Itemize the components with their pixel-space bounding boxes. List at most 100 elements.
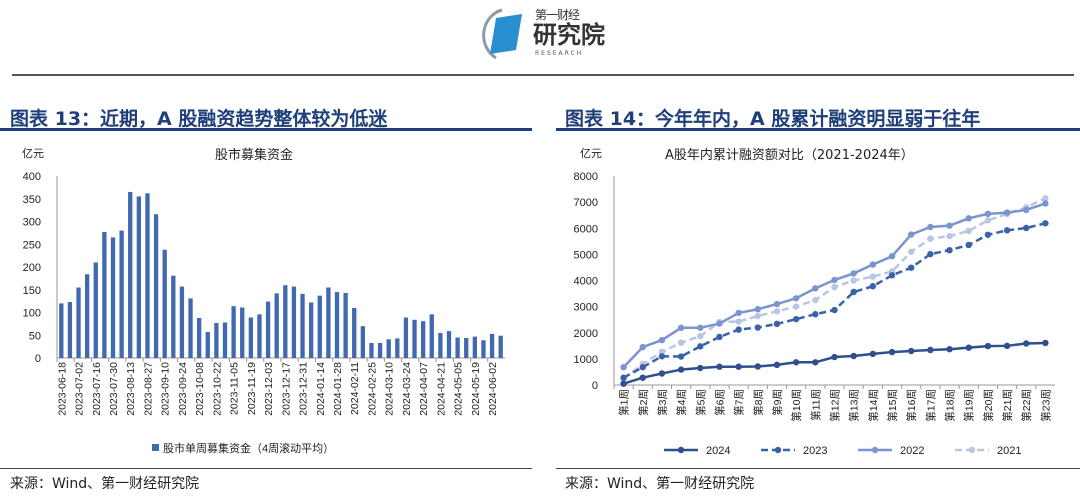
right-footer-line bbox=[556, 468, 1080, 469]
data-point-2022 bbox=[754, 306, 762, 313]
right-source: 来源：Wind、第一财经研究院 bbox=[565, 476, 755, 492]
x-tick-label: 第9周 bbox=[771, 389, 784, 416]
x-tick-label: 2023-10-22 bbox=[211, 362, 223, 416]
x-tick-label: 2023-12-31 bbox=[298, 362, 310, 416]
x-tick-label: 2024-05-05 bbox=[453, 362, 465, 416]
data-point-2022 bbox=[907, 231, 915, 238]
x-tick-label: 第23周 bbox=[1039, 389, 1052, 422]
data-point-2021 bbox=[907, 248, 915, 255]
data-point-2023 bbox=[888, 272, 896, 279]
data-point-2023 bbox=[907, 264, 915, 271]
data-point-2024 bbox=[697, 364, 704, 372]
bar bbox=[369, 342, 374, 358]
data-point-2021 bbox=[831, 283, 838, 291]
bar bbox=[283, 285, 288, 358]
bar bbox=[455, 337, 460, 358]
y-tick-label: 1000 bbox=[574, 354, 598, 366]
x-tick-label: 第15周 bbox=[886, 389, 899, 422]
data-point-2023 bbox=[965, 241, 972, 249]
x-tick-label: 第14周 bbox=[867, 389, 880, 422]
header-divider bbox=[12, 74, 1074, 76]
bar bbox=[76, 287, 81, 358]
bar bbox=[386, 339, 391, 358]
bar bbox=[248, 317, 253, 358]
data-point-2023 bbox=[792, 315, 800, 323]
data-point-2023 bbox=[869, 283, 877, 290]
x-tick-label: 第20周 bbox=[982, 389, 995, 422]
data-point-2023 bbox=[812, 311, 819, 318]
legend-marker-2023 bbox=[774, 446, 782, 454]
bar bbox=[162, 249, 167, 358]
data-point-2023 bbox=[639, 364, 646, 371]
data-point-2022 bbox=[1042, 200, 1049, 207]
data-point-2024 bbox=[850, 352, 857, 360]
data-point-2022 bbox=[965, 215, 972, 222]
legend-label: 2022 bbox=[900, 445, 924, 457]
data-point-2024 bbox=[888, 348, 896, 356]
x-tick-label: 2024-02-11 bbox=[349, 362, 361, 415]
data-point-2024 bbox=[735, 363, 742, 370]
left-footer-line bbox=[0, 468, 532, 469]
data-point-2024 bbox=[773, 361, 781, 369]
left-chart-title: 股市募集资金 bbox=[215, 148, 294, 163]
bar bbox=[231, 306, 236, 358]
data-point-2023 bbox=[697, 343, 704, 350]
data-point-2023 bbox=[1003, 227, 1011, 234]
data-point-2024 bbox=[1003, 342, 1011, 350]
data-point-2023 bbox=[658, 353, 666, 360]
x-tick-label: 2024-04-07 bbox=[418, 362, 430, 416]
bar bbox=[59, 303, 64, 358]
bar bbox=[377, 342, 383, 358]
data-point-2023 bbox=[1023, 224, 1030, 232]
data-point-2021 bbox=[735, 318, 742, 325]
bar bbox=[197, 317, 202, 358]
y-tick-label: 7000 bbox=[574, 197, 598, 209]
bar bbox=[395, 338, 400, 358]
data-point-2024 bbox=[946, 346, 953, 353]
x-tick-label: 第7周 bbox=[733, 389, 746, 416]
data-point-2022 bbox=[946, 222, 953, 229]
x-tick-label: 第16周 bbox=[905, 389, 918, 422]
data-point-2024 bbox=[620, 380, 627, 387]
legend-marker-2022 bbox=[871, 446, 879, 454]
y-tick-label: 250 bbox=[23, 239, 41, 251]
y-tick-label: 300 bbox=[23, 217, 41, 229]
data-point-2021 bbox=[812, 296, 819, 304]
data-point-2021 bbox=[658, 348, 666, 356]
data-point-2021 bbox=[1042, 195, 1049, 202]
x-tick-label: 第6周 bbox=[713, 389, 726, 416]
data-point-2024 bbox=[927, 346, 934, 354]
logo-sub-text: RESEARCH bbox=[535, 50, 584, 57]
data-point-2021 bbox=[754, 312, 762, 320]
data-point-2023 bbox=[773, 320, 781, 328]
data-point-2022 bbox=[716, 320, 723, 327]
data-point-2022 bbox=[869, 261, 877, 268]
x-tick-label: 第1周 bbox=[618, 389, 631, 416]
data-point-2021 bbox=[677, 339, 685, 346]
bar bbox=[265, 301, 271, 358]
logo-icon bbox=[482, 8, 522, 60]
x-tick-label: 2024-05-19 bbox=[470, 362, 482, 416]
data-point-2024 bbox=[869, 350, 877, 358]
bar bbox=[257, 314, 262, 358]
left-title-underline bbox=[0, 128, 532, 131]
logo-top-text: 第一财经 bbox=[535, 8, 580, 22]
y-tick-label: 6000 bbox=[574, 223, 598, 235]
left-y-unit: 亿元 bbox=[22, 147, 44, 160]
bar bbox=[145, 193, 150, 358]
data-point-2021 bbox=[850, 277, 857, 284]
data-point-2024 bbox=[677, 366, 685, 373]
bar bbox=[274, 293, 279, 358]
bar bbox=[438, 332, 443, 358]
bar bbox=[300, 293, 305, 358]
x-tick-label: 第18周 bbox=[944, 389, 957, 422]
series-line-2024 bbox=[623, 341, 1046, 385]
bar bbox=[291, 286, 297, 358]
y-tick-label: 50 bbox=[29, 330, 41, 342]
data-point-2023 bbox=[946, 246, 953, 254]
x-tick-label: 2023-09-24 bbox=[177, 362, 189, 416]
data-point-2024 bbox=[754, 363, 762, 370]
x-tick-label: 2023-10-08 bbox=[194, 362, 206, 416]
legend-label: 2021 bbox=[997, 445, 1021, 457]
x-tick-label: 2023-07-30 bbox=[108, 362, 120, 416]
